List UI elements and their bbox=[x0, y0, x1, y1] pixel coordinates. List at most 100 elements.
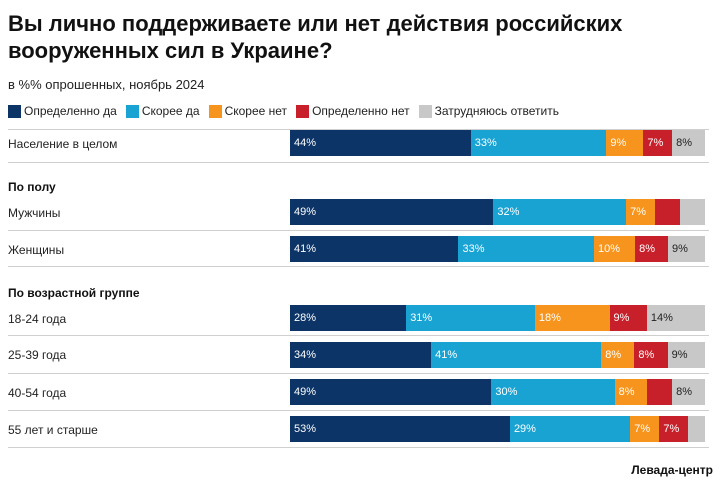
chart-subtitle: в %% опрошенных, ноябрь 2024 bbox=[8, 77, 205, 92]
bar-value-label: 7% bbox=[630, 206, 647, 218]
bar-value-label: 7% bbox=[663, 423, 680, 435]
bar-segment-undecided: 8% bbox=[672, 130, 705, 156]
row-label-age-55-plus: 55 лет и старше bbox=[8, 423, 98, 437]
bar-value-label: 49% bbox=[294, 386, 317, 398]
bar-women: 41% 33% 10% 8% 9% bbox=[290, 236, 705, 262]
bar-age-40-54: 49% 30% 8% 8% bbox=[290, 379, 705, 405]
bar-segment-definitely-no: 7% bbox=[659, 416, 689, 442]
source-label: Левада-центр bbox=[631, 463, 713, 477]
bar-segment-definitely-no: 8% bbox=[635, 236, 668, 262]
legend-swatch bbox=[8, 104, 21, 118]
row-separator bbox=[8, 447, 709, 448]
bar-segment-definitely-yes: 28% bbox=[290, 305, 407, 331]
legend-item-rather-yes: Скорее да bbox=[125, 104, 200, 118]
group-label-age: По возрастной группе bbox=[8, 286, 140, 300]
bar-segment-definitely-yes: 53% bbox=[290, 416, 510, 442]
bar-segment-undecided: 8% bbox=[672, 379, 705, 405]
bar-segment-undecided: 9% bbox=[667, 342, 705, 368]
bar-segment-definitely-no: 8% bbox=[634, 342, 668, 368]
legend-item-undecided: Затрудняюсь ответить bbox=[418, 104, 559, 118]
bar-segment-definitely-yes: 34% bbox=[290, 342, 432, 368]
bar-value-label: 8% bbox=[638, 349, 655, 361]
row-label-age-18-24: 18-24 года bbox=[8, 312, 67, 326]
bar-value-label: 33% bbox=[462, 243, 485, 255]
bar-segment-definitely-yes: 49% bbox=[290, 199, 494, 225]
bar-segment-rather-yes: 33% bbox=[458, 236, 595, 262]
row-label-women: Женщины bbox=[8, 243, 65, 257]
legend-item-definitely-no: Определенно нет bbox=[296, 104, 410, 118]
legend-item-definitely-yes: Определенно да bbox=[8, 104, 117, 118]
bar-value-label: 31% bbox=[410, 312, 433, 324]
bar-segment-definitely-yes: 49% bbox=[290, 379, 492, 405]
legend-item-rather-no: Скорее нет bbox=[208, 104, 288, 118]
bar-value-label: 8% bbox=[605, 349, 622, 361]
bar-segment-rather-no: 7% bbox=[626, 199, 656, 225]
legend-swatch bbox=[296, 104, 310, 118]
row-separator bbox=[8, 373, 709, 374]
row-separator bbox=[8, 129, 709, 130]
bar-segment-definitely-no bbox=[655, 199, 681, 225]
bar-segment-definitely-no: 9% bbox=[609, 305, 647, 331]
group-label-gender: По полу bbox=[8, 180, 56, 194]
legend-label: Скорее да bbox=[141, 104, 200, 118]
bar-value-label: 8% bbox=[618, 386, 635, 398]
bar-segment-rather-yes: 32% bbox=[493, 199, 627, 225]
row-label-age-25-39: 25-39 года bbox=[8, 348, 67, 362]
legend-swatch bbox=[418, 104, 432, 118]
legend-swatch bbox=[208, 104, 222, 118]
bar-value-label: 41% bbox=[435, 349, 458, 361]
bar-segment-rather-yes: 29% bbox=[509, 416, 631, 442]
bar-age-18-24: 28% 31% 18% 9% 14% bbox=[290, 305, 705, 331]
bar-men: 49% 32% 7% bbox=[290, 199, 705, 225]
bar-segment-rather-no: 10% bbox=[594, 236, 636, 262]
chart-title: Вы лично поддерживаете или нет действия … bbox=[8, 11, 623, 63]
row-label-total: Население в целом bbox=[8, 137, 118, 151]
bar-segment-rather-no: 8% bbox=[614, 379, 648, 405]
legend-label: Определенно да bbox=[24, 104, 117, 118]
bar-value-label: 30% bbox=[495, 386, 518, 398]
bar-total: 44% 33% 9% 7% 8% bbox=[290, 130, 705, 156]
legend-swatch bbox=[125, 104, 139, 118]
legend-label: Затрудняюсь ответить bbox=[434, 104, 559, 118]
bar-segment-rather-yes: 30% bbox=[491, 379, 615, 405]
legend: Определенно да Скорее да Скорее нет Опре… bbox=[8, 103, 568, 119]
row-separator bbox=[8, 230, 709, 231]
bar-value-label: 8% bbox=[676, 386, 692, 398]
bar-segment-undecided bbox=[680, 199, 705, 225]
bar-value-label: 9% bbox=[671, 349, 688, 361]
bar-segment-undecided: 14% bbox=[646, 305, 705, 331]
bar-value-label: 7% bbox=[634, 423, 651, 435]
bar-value-label: 32% bbox=[497, 206, 520, 218]
bar-value-label: 8% bbox=[639, 243, 656, 255]
bar-value-label: 44% bbox=[294, 137, 317, 149]
bar-segment-rather-no: 8% bbox=[601, 342, 635, 368]
bar-age-55-plus: 53% 29% 7% 7% bbox=[290, 416, 705, 442]
bar-value-label: 33% bbox=[474, 137, 497, 149]
bar-value-label: 9% bbox=[671, 243, 688, 255]
bar-segment-rather-yes: 41% bbox=[431, 342, 602, 368]
row-separator bbox=[8, 335, 709, 336]
bar-segment-rather-no: 18% bbox=[534, 305, 610, 331]
bar-value-label: 10% bbox=[598, 243, 621, 255]
bar-segment-rather-yes: 33% bbox=[470, 130, 607, 156]
bar-segment-undecided: 9% bbox=[667, 236, 705, 262]
bar-value-label: 18% bbox=[538, 312, 561, 324]
legend-label: Определенно нет bbox=[312, 104, 410, 118]
bar-value-label: 53% bbox=[294, 423, 317, 435]
bar-age-25-39: 34% 41% 8% 8% 9% bbox=[290, 342, 705, 368]
bar-value-label: 49% bbox=[294, 206, 317, 218]
row-separator bbox=[8, 410, 709, 411]
bar-value-label: 9% bbox=[613, 312, 630, 324]
bar-value-label: 41% bbox=[294, 243, 317, 255]
row-separator bbox=[8, 162, 709, 163]
bar-value-label: 9% bbox=[610, 137, 627, 149]
bar-segment-undecided bbox=[688, 416, 705, 442]
bar-value-label: 7% bbox=[647, 137, 664, 149]
bar-value-label: 14% bbox=[650, 312, 673, 324]
row-label-age-40-54: 40-54 года bbox=[8, 386, 67, 400]
row-separator bbox=[8, 266, 709, 267]
bar-segment-rather-no: 7% bbox=[630, 416, 660, 442]
bar-value-label: 34% bbox=[294, 349, 317, 361]
legend-label: Скорее нет bbox=[224, 104, 288, 118]
bar-value-label: 8% bbox=[676, 137, 692, 149]
